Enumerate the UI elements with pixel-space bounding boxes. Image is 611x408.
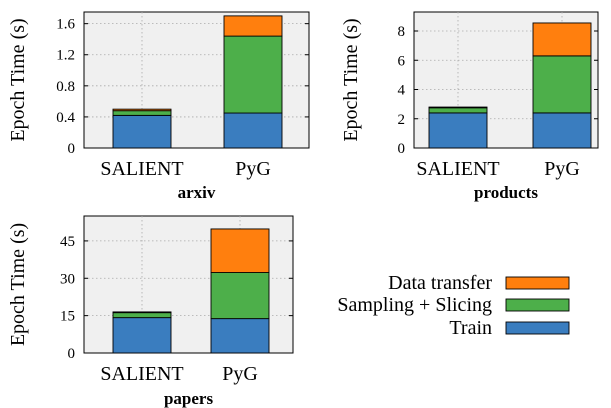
- ytick-label-arxiv: 0.8: [56, 79, 75, 95]
- bar-arxiv-salient-sampling-slicing: [112, 110, 172, 116]
- bar-papers-pyg-data-transfer: [210, 228, 270, 273]
- ytick-label-products: 0: [398, 141, 406, 157]
- bar-arxiv-salient-train: [112, 114, 172, 149]
- ytick-label-products: 4: [398, 83, 406, 99]
- bar-papers-salient-train: [112, 317, 172, 354]
- bar-arxiv-pyg-data-transfer: [223, 15, 283, 37]
- ytick-label-arxiv: 1.2: [56, 48, 75, 64]
- ylabel-arxiv: Epoch Time (s): [7, 18, 29, 141]
- ytick-label-products: 8: [398, 24, 406, 40]
- ylabel-papers: Epoch Time (s): [7, 223, 29, 346]
- bar-arxiv-salient-data-transfer: [112, 108, 172, 112]
- bar-products-salient-train: [428, 112, 488, 149]
- xtick-label-products-salient: SALIENT: [416, 158, 499, 180]
- ytick-label-arxiv: 0.4: [56, 110, 75, 126]
- legend-swatch-data-transfer: [505, 276, 570, 290]
- legend-item-train: Train: [449, 317, 570, 339]
- panel-title-papers: papers: [164, 389, 214, 408]
- legend-item-data-transfer: Data transfer: [388, 272, 570, 294]
- ytick-label-papers: 30: [60, 271, 75, 287]
- bar-products-pyg-train: [532, 112, 592, 149]
- bar-products-pyg-data-transfer: [532, 22, 592, 57]
- legend-label-sampling-slicing: Sampling + Slicing: [337, 294, 492, 316]
- ytick-label-products: 6: [398, 53, 406, 69]
- bar-arxiv-pyg-sampling-slicing: [223, 35, 283, 114]
- bar-papers-salient-sampling-slicing: [112, 312, 172, 319]
- bar-products-pyg-sampling-slicing: [532, 55, 592, 114]
- xtick-label-products-pyg: PyG: [544, 158, 580, 180]
- chart-panels: 0 0.4 0.8 1.2 1.6 SALIENT PyG Epoch Time (s) arx…: [7, 11, 599, 408]
- ytick-label-arxiv: 1.6: [56, 17, 75, 33]
- legend-label-data-transfer: Data transfer: [388, 272, 492, 294]
- bar-papers-pyg-sampling-slicing: [210, 272, 270, 320]
- xtick-label-arxiv-salient: SALIENT: [100, 158, 183, 180]
- legend-item-sampling-slicing: Sampling + Slicing: [337, 294, 570, 316]
- bar-papers-salient-data-transfer: [112, 311, 172, 314]
- bar-products-salient-data-transfer: [428, 106, 488, 109]
- xtick-label-papers-pyg: PyG: [222, 363, 258, 385]
- legend: Data transfer Sampling + Slicing Train: [337, 272, 570, 339]
- ylabel-products: Epoch Time (s): [340, 18, 362, 141]
- chart-panel-products: 0 2 4 6 8 SALIENT PyG Epoch Time (s) products: [340, 11, 599, 202]
- bar-arxiv-pyg-train: [223, 112, 283, 149]
- ytick-label-papers: 15: [60, 309, 75, 325]
- xtick-label-arxiv-pyg: PyG: [235, 158, 271, 180]
- legend-label-train: Train: [449, 317, 492, 339]
- chart-panel-arxiv: 0 0.4 0.8 1.2 1.6 SALIENT PyG Epoch Time (s) arx…: [7, 11, 310, 202]
- xtick-label-papers-salient: SALIENT: [100, 363, 183, 385]
- bar-papers-pyg-train: [210, 318, 270, 354]
- panel-title-arxiv: arxiv: [178, 183, 216, 202]
- ytick-label-arxiv: 0: [68, 141, 76, 157]
- bar-products-salient-sampling-slicing: [428, 107, 488, 114]
- legend-swatch-sampling-slicing: [505, 298, 570, 312]
- ytick-label-papers: 0: [68, 346, 76, 362]
- legend-swatch-train: [505, 321, 570, 335]
- chart-panel-papers: 0 15 30 45 SALIENT PyG Epoch Time (s) papers: [7, 215, 294, 408]
- ytick-label-papers: 45: [60, 234, 75, 250]
- ytick-label-products: 2: [398, 112, 406, 128]
- panel-title-products: products: [474, 183, 538, 202]
